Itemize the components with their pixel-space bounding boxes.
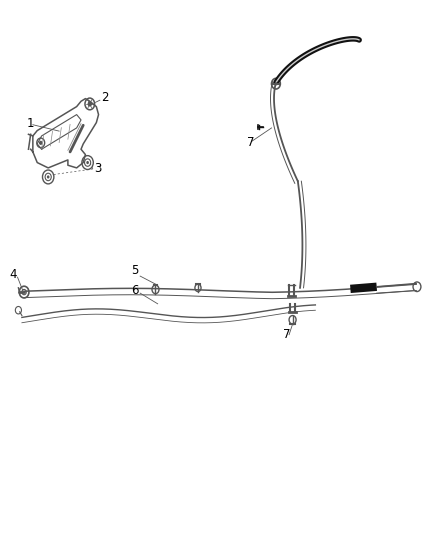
- Circle shape: [39, 141, 42, 145]
- Text: 4: 4: [10, 268, 17, 281]
- Circle shape: [86, 161, 89, 164]
- Text: 1: 1: [26, 117, 34, 130]
- Circle shape: [47, 175, 49, 179]
- Text: 3: 3: [94, 161, 102, 175]
- Text: 2: 2: [102, 91, 109, 104]
- Text: 5: 5: [131, 264, 139, 278]
- Circle shape: [88, 101, 92, 107]
- Text: 7: 7: [283, 328, 290, 342]
- Text: 7: 7: [247, 135, 255, 149]
- Text: 6: 6: [131, 284, 139, 297]
